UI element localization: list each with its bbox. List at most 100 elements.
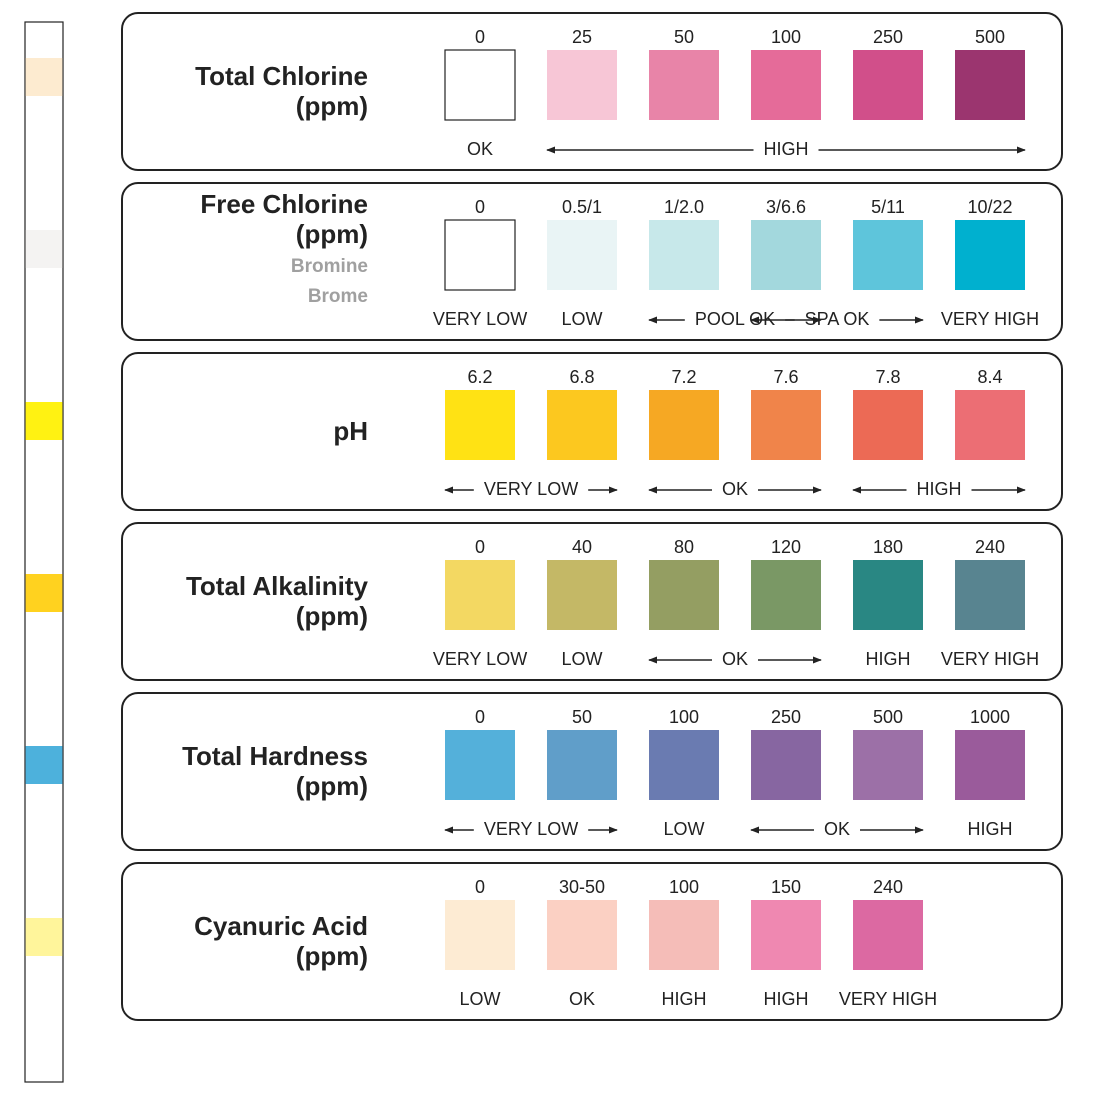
panel-title: (ppm): [296, 941, 368, 971]
range-label: SPA OK: [805, 309, 870, 329]
panel: [121, 862, 1063, 1021]
swatch: [955, 220, 1025, 290]
panel: [121, 352, 1063, 511]
swatch-label: 0: [475, 707, 485, 727]
range-label: VERY LOW: [433, 649, 527, 669]
panel-title: pH: [333, 416, 368, 446]
swatch-label: 100: [669, 877, 699, 897]
range-label: LOW: [561, 309, 602, 329]
swatch: [853, 560, 923, 630]
swatch: [445, 900, 515, 970]
panel-title: Free Chlorine: [200, 189, 368, 219]
swatch: [547, 50, 617, 120]
swatch-label: 0: [475, 27, 485, 47]
swatch: [445, 560, 515, 630]
swatch-label: 0: [475, 537, 485, 557]
panel: [121, 12, 1063, 171]
swatch: [751, 560, 821, 630]
range-label: OK: [824, 819, 850, 839]
strip-pad: [25, 574, 63, 612]
swatch: [649, 390, 719, 460]
range-label: HIGH: [866, 649, 911, 669]
panel: [121, 522, 1063, 681]
range-label: HIGH: [764, 139, 809, 159]
range-label: OK: [722, 479, 748, 499]
range-label: LOW: [561, 649, 602, 669]
range-label: VERY HIGH: [941, 309, 1039, 329]
swatch: [751, 900, 821, 970]
swatch: [649, 730, 719, 800]
swatch-label: 3/6.6: [766, 197, 806, 217]
swatch: [444, 49, 516, 121]
panel-subtitle: Brome: [308, 286, 368, 307]
range-label: VERY HIGH: [941, 649, 1039, 669]
swatch-label: 240: [975, 537, 1005, 557]
panel-title: Total Hardness: [182, 741, 368, 771]
swatch: [853, 900, 923, 970]
swatch-label: 500: [975, 27, 1005, 47]
panel-title: Total Alkalinity: [186, 571, 369, 601]
range-label: LOW: [663, 819, 704, 839]
swatch-label: 10/22: [967, 197, 1012, 217]
swatch-label: 0: [475, 197, 485, 217]
panel-title: Cyanuric Acid: [194, 911, 368, 941]
strip-pad: [25, 230, 63, 268]
range-label: VERY LOW: [433, 309, 527, 329]
swatch-label: 0.5/1: [562, 197, 602, 217]
range-label: LOW: [459, 989, 500, 1009]
range-label: HIGH: [968, 819, 1013, 839]
range-label: VERY LOW: [484, 479, 578, 499]
panel-subtitle: Bromine: [291, 256, 368, 277]
swatch-label: 7.8: [875, 367, 900, 387]
swatch: [853, 50, 923, 120]
range-label: VERY LOW: [484, 819, 578, 839]
swatch-label: 5/11: [871, 197, 905, 217]
swatch-label: 30-50: [559, 877, 605, 897]
swatch-label: 0: [475, 877, 485, 897]
swatch-label: 40: [572, 537, 592, 557]
swatch-label: 6.8: [569, 367, 594, 387]
swatch: [649, 50, 719, 120]
swatch-label: 240: [873, 877, 903, 897]
swatch-label: 1/2.0: [664, 197, 704, 217]
strip-pad: [25, 58, 63, 96]
range-label: HIGH: [764, 989, 809, 1009]
swatch-label: 7.6: [773, 367, 798, 387]
panel-title: (ppm): [296, 771, 368, 801]
panel: [121, 182, 1063, 341]
strip-pad: [25, 746, 63, 784]
swatch-label: 50: [674, 27, 694, 47]
swatch-label: 250: [771, 707, 801, 727]
range-label: OK: [722, 649, 748, 669]
swatch: [649, 220, 719, 290]
swatch-label: 100: [771, 27, 801, 47]
strip-pad: [25, 918, 63, 956]
swatch: [649, 900, 719, 970]
swatch-label: 50: [572, 707, 592, 727]
swatch-label: 250: [873, 27, 903, 47]
swatch: [547, 560, 617, 630]
range-label: HIGH: [917, 479, 962, 499]
swatch: [445, 730, 515, 800]
swatch: [445, 390, 515, 460]
swatch-label: 6.2: [467, 367, 492, 387]
swatch: [547, 390, 617, 460]
swatch: [853, 390, 923, 460]
swatch: [751, 50, 821, 120]
swatch: [751, 220, 821, 290]
range-label: OK: [569, 989, 595, 1009]
range-label: HIGH: [662, 989, 707, 1009]
panel-title: (ppm): [296, 601, 368, 631]
swatch-label: 25: [572, 27, 592, 47]
test-strip: [24, 21, 64, 1083]
swatch-label: 8.4: [977, 367, 1002, 387]
swatch-label: 500: [873, 707, 903, 727]
swatch: [444, 219, 516, 291]
swatch: [955, 50, 1025, 120]
swatch-label: 7.2: [671, 367, 696, 387]
swatch: [751, 730, 821, 800]
range-label: OK: [467, 139, 493, 159]
swatch: [853, 220, 923, 290]
